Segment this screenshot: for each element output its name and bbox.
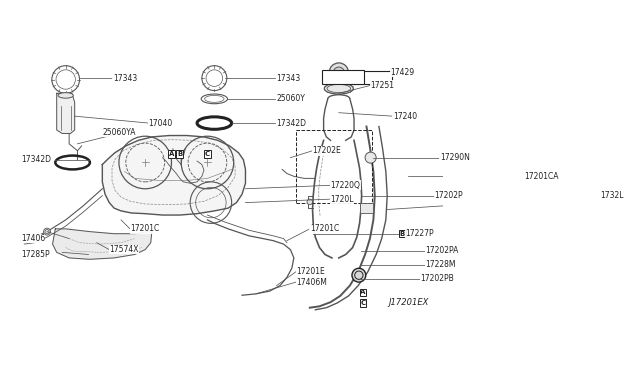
Bar: [360, 289, 367, 296]
Text: C: C: [205, 151, 210, 157]
Text: 17228M: 17228M: [425, 260, 456, 269]
Bar: [349, 71, 392, 84]
Ellipse shape: [324, 83, 353, 94]
Circle shape: [44, 228, 51, 235]
Text: 17290N: 17290N: [440, 153, 470, 162]
Text: 17201E: 17201E: [296, 267, 324, 276]
Text: 17202PB: 17202PB: [420, 274, 454, 283]
Text: B: B: [177, 151, 182, 157]
Text: 17227P: 17227P: [405, 229, 434, 238]
Text: 17251: 17251: [370, 81, 394, 90]
Polygon shape: [52, 229, 152, 259]
Text: 17040: 17040: [148, 119, 173, 128]
Text: A: A: [360, 289, 365, 295]
Circle shape: [352, 268, 366, 282]
Text: 17406: 17406: [20, 234, 45, 243]
Text: 17574X: 17574X: [109, 245, 139, 254]
Bar: [168, 150, 175, 158]
Text: 17406M: 17406M: [296, 278, 327, 286]
Text: 17202E: 17202E: [312, 146, 341, 155]
Text: C: C: [360, 300, 365, 306]
Text: 17343: 17343: [113, 74, 137, 83]
Text: 17201C: 17201C: [310, 224, 339, 233]
Text: 25060Y: 25060Y: [276, 94, 305, 103]
Text: 17342D: 17342D: [20, 155, 51, 164]
Text: 1732L: 1732L: [600, 191, 624, 200]
Text: 1720L: 1720L: [330, 195, 354, 203]
Text: 17429: 17429: [390, 68, 415, 77]
Text: 25060YA: 25060YA: [102, 128, 136, 137]
Bar: [321, 70, 364, 84]
Text: 17201C: 17201C: [130, 224, 159, 233]
Circle shape: [365, 152, 376, 163]
Circle shape: [307, 199, 312, 205]
Bar: [360, 203, 373, 213]
Text: A: A: [169, 151, 174, 157]
Text: 17201CA: 17201CA: [524, 172, 559, 181]
Bar: [177, 150, 183, 158]
Bar: [204, 150, 211, 158]
Circle shape: [333, 67, 344, 78]
Circle shape: [329, 63, 349, 82]
Polygon shape: [57, 93, 75, 134]
Ellipse shape: [58, 93, 74, 98]
Text: 17220Q: 17220Q: [330, 181, 360, 190]
Bar: [296, 130, 372, 203]
Text: 17202PA: 17202PA: [425, 247, 459, 256]
Text: B: B: [400, 231, 405, 237]
Text: 17240: 17240: [393, 112, 417, 121]
Bar: [360, 299, 367, 307]
Polygon shape: [102, 135, 246, 215]
Text: 17285P: 17285P: [20, 250, 49, 259]
Text: J17201EX: J17201EX: [388, 298, 429, 307]
Text: 17202P: 17202P: [435, 191, 463, 200]
Bar: [399, 230, 406, 237]
Text: 17343: 17343: [276, 74, 301, 83]
Text: 17342D: 17342D: [276, 119, 307, 128]
